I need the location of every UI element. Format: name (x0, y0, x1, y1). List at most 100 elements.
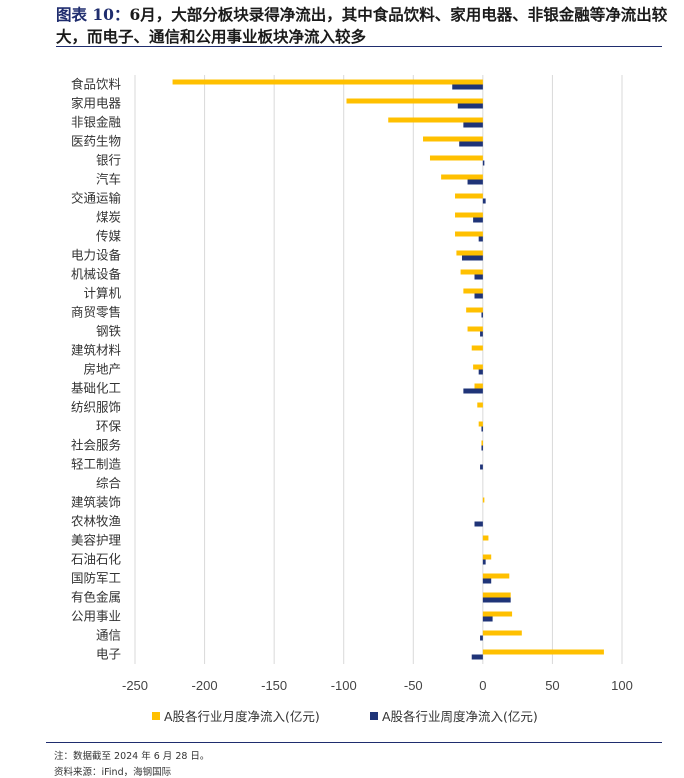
monthly-bar-6 (455, 193, 483, 199)
legend-label-0: A股各行业月度净流入(亿元) (164, 709, 320, 724)
monthly-bar-28 (482, 611, 513, 617)
x-tick-label-0: -250 (122, 678, 148, 693)
weekly-bar-16 (463, 388, 483, 394)
category-label-20: 轻工制造 (71, 457, 122, 472)
weekly-bar-15 (478, 369, 483, 375)
x-tick-label-7: 100 (611, 678, 633, 693)
category-label-14: 建筑材料 (71, 343, 122, 358)
monthly-bar-15 (473, 364, 483, 370)
category-label-15: 房地产 (83, 362, 121, 377)
x-tick-label-1: -200 (192, 678, 218, 693)
bar-chart: -250 -200 -150 -100 -50 0 50 100 食品饮料家用电器非银金融医药生… (71, 75, 633, 724)
x-tick-label-5: 0 (479, 678, 486, 693)
category-label-17: 纺织服饰 (71, 400, 121, 415)
monthly-bar-30 (482, 649, 604, 655)
weekly-bar-0 (452, 84, 483, 90)
figure-label: 图表 10： (56, 5, 130, 24)
figure-title-text: 6月，大部分板块录得净流出，其中食品饮料、家用电器、非银金融等净流出较大，而电子… (56, 5, 668, 46)
weekly-bar-29 (480, 635, 483, 641)
x-tick-label-2: -150 (261, 678, 287, 693)
weekly-bar-23 (474, 521, 483, 527)
monthly-bar-7 (455, 212, 483, 218)
monthly-bar-26 (482, 573, 510, 579)
category-label-4: 银行 (96, 153, 121, 168)
monthly-bar-2 (388, 117, 483, 123)
footer-divider (46, 742, 662, 743)
monthly-bar-1 (346, 98, 483, 104)
monthly-bar-3 (423, 136, 483, 142)
monthly-bar-0 (172, 79, 483, 85)
category-label-5: 汽车 (96, 172, 121, 187)
legend-swatch-1 (370, 712, 378, 720)
monthly-bar-9 (456, 250, 483, 256)
monthly-bar-12 (466, 307, 483, 313)
category-label-23: 农林牧渔 (71, 514, 121, 529)
category-label-25: 石油石化 (71, 552, 122, 567)
monthly-bar-24 (482, 535, 489, 541)
weekly-bar-27 (482, 597, 511, 603)
weekly-bar-8 (478, 236, 483, 242)
category-label-28: 公用事业 (71, 609, 121, 624)
weekly-bar-26 (482, 578, 492, 584)
weekly-bar-11 (474, 293, 483, 299)
weekly-bar-10 (474, 274, 483, 280)
monthly-bar-18 (478, 421, 483, 427)
monthly-bar-17 (477, 402, 483, 408)
weekly-bar-1 (457, 103, 483, 109)
category-label-21: 综合 (96, 476, 122, 491)
monthly-bar-11 (463, 288, 483, 294)
category-label-7: 煤炭 (96, 210, 121, 225)
weekly-bar-9 (461, 255, 483, 261)
category-label-8: 传媒 (96, 229, 122, 244)
figure-title: 图表 10：6月，大部分板块录得净流出，其中食品饮料、家用电器、非银金融等净流出… (56, 4, 676, 48)
category-label-19: 社会服务 (71, 438, 121, 453)
category-label-26: 国防军工 (71, 571, 121, 586)
category-label-22: 建筑装饰 (71, 495, 121, 510)
category-label-1: 家用电器 (71, 96, 122, 111)
weekly-bar-6 (482, 198, 486, 204)
weekly-bar-13 (480, 331, 483, 337)
category-label-6: 交通运输 (71, 191, 122, 206)
category-label-9: 电力设备 (71, 248, 122, 263)
weekly-bar-7 (473, 217, 483, 223)
weekly-bar-19 (481, 445, 483, 451)
weekly-bar-28 (482, 616, 493, 622)
weekly-bar-3 (459, 141, 483, 147)
category-label-24: 美容护理 (71, 533, 122, 548)
monthly-bar-8 (455, 231, 483, 237)
monthly-bar-25 (482, 554, 492, 560)
monthly-bar-14 (471, 345, 483, 351)
monthly-bar-22 (482, 497, 485, 503)
legend-label-1: A股各行业周度净流入(亿元) (382, 709, 538, 724)
monthly-bar-10 (460, 269, 483, 275)
category-label-18: 环保 (96, 419, 122, 434)
monthly-bar-5 (441, 174, 483, 180)
monthly-bar-16 (474, 383, 483, 389)
monthly-bar-4 (429, 155, 483, 161)
source-note: 资料来源：iFind，海钢国际 (54, 767, 172, 778)
x-tick-label-4: -50 (404, 678, 423, 693)
x-tick-label-6: 50 (545, 678, 559, 693)
category-label-29: 通信 (96, 628, 121, 643)
category-label-2: 非银金融 (71, 115, 122, 130)
weekly-bar-2 (463, 122, 483, 128)
monthly-bar-13 (467, 326, 483, 332)
footnote: 注：数据截至 2024 年 6 月 28 日。 (54, 751, 210, 762)
category-label-27: 有色金属 (71, 590, 121, 605)
weekly-bar-30 (471, 654, 483, 660)
weekly-bar-20 (480, 464, 483, 470)
category-label-11: 计算机 (83, 286, 121, 301)
weekly-bar-5 (467, 179, 483, 185)
weekly-bar-18 (481, 426, 483, 432)
category-label-16: 基础化工 (71, 381, 121, 396)
monthly-bar-29 (482, 630, 522, 636)
category-label-10: 机械设备 (71, 267, 122, 282)
category-label-30: 电子 (96, 647, 121, 662)
monthly-bar-19 (481, 440, 483, 446)
title-divider (56, 46, 662, 47)
category-label-13: 钢铁 (96, 324, 122, 339)
weekly-bar-12 (481, 312, 483, 318)
weekly-bar-4 (482, 160, 485, 166)
monthly-bar-27 (482, 592, 511, 598)
legend-swatch-0 (152, 712, 160, 720)
